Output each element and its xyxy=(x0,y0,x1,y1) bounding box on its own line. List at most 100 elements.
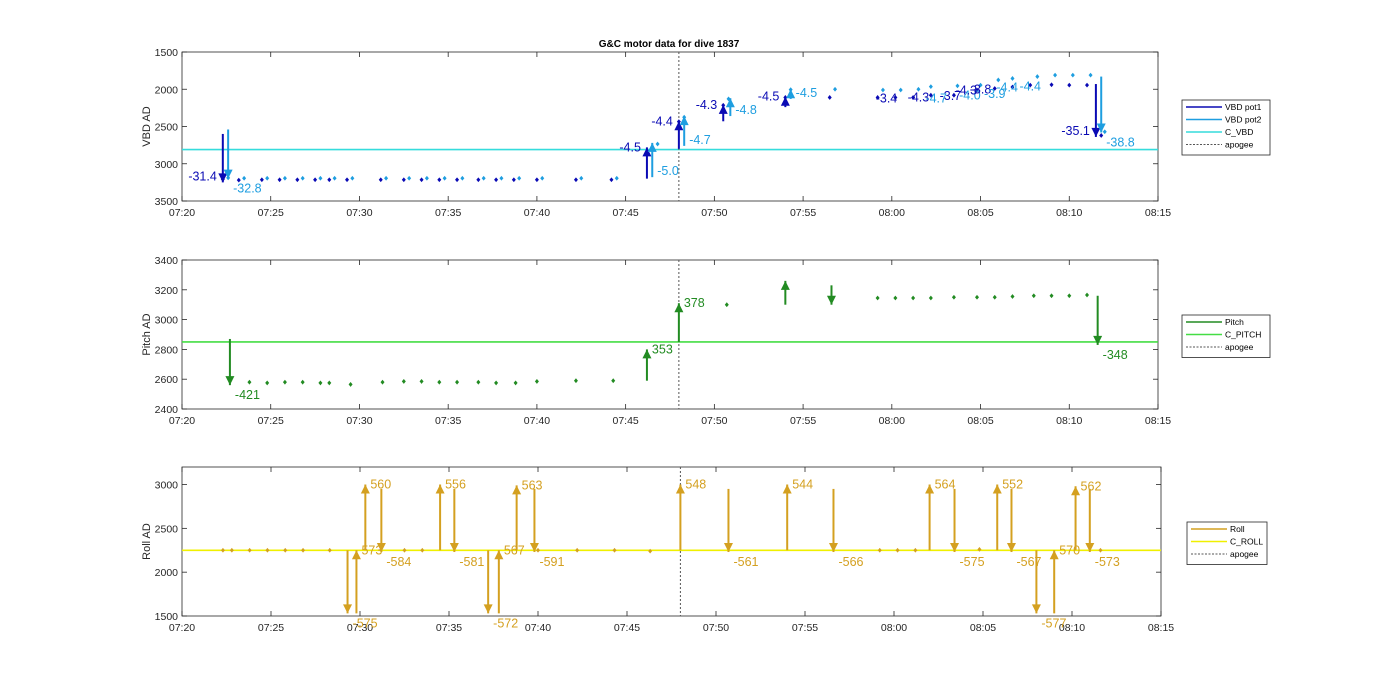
data-point xyxy=(455,379,460,385)
data-point xyxy=(494,177,499,183)
data-point xyxy=(573,177,578,183)
data-point xyxy=(1049,293,1054,299)
data-point xyxy=(875,295,880,301)
data-label: -4.3 xyxy=(908,91,930,105)
legend-entry: C_PITCH xyxy=(1225,330,1261,340)
chart-title: G&C motor data for dive 1837 xyxy=(599,39,740,50)
x-tick-label: 07:30 xyxy=(347,622,373,634)
move-arrow-head xyxy=(674,303,684,313)
data-label: -31.4 xyxy=(188,169,217,183)
data-label: -3.7 xyxy=(940,89,962,103)
data-point xyxy=(895,547,900,553)
data-point xyxy=(481,175,486,181)
plot-area xyxy=(181,259,1159,410)
data-label: 573 xyxy=(361,543,382,557)
x-tick-label: 08:15 xyxy=(1145,207,1171,219)
x-tick-label: 08:10 xyxy=(1056,415,1082,427)
data-label: 560 xyxy=(370,478,391,492)
x-tick-label: 07:50 xyxy=(701,415,727,427)
move-arrow-head xyxy=(786,89,796,99)
data-point xyxy=(827,95,832,100)
y-tick-label: 2500 xyxy=(155,523,179,535)
data-point xyxy=(1067,82,1072,88)
data-point xyxy=(313,177,318,183)
data-point xyxy=(247,547,252,553)
data-point xyxy=(655,141,660,147)
data-point xyxy=(648,548,653,554)
move-arrow-head xyxy=(1031,604,1041,614)
data-point xyxy=(517,175,522,181)
data-label: -584 xyxy=(386,555,411,569)
data-point xyxy=(419,379,424,384)
data-label: 563 xyxy=(522,478,543,492)
data-point xyxy=(877,547,882,553)
data-point xyxy=(875,95,880,100)
move-arrow-head xyxy=(360,484,370,494)
move-arrow-head xyxy=(1049,550,1059,560)
data-point xyxy=(916,86,921,92)
roll-panel: 07:20 07:25 07:30 07:35 07:40 07:45 07:50 07:55… xyxy=(141,466,1268,634)
data-point xyxy=(282,379,287,385)
data-point xyxy=(913,547,918,553)
move-arrow-head xyxy=(1096,123,1106,133)
data-point xyxy=(259,177,264,183)
data-label: 544 xyxy=(792,478,813,492)
data-label: -573 xyxy=(1095,555,1120,569)
move-arrow-head xyxy=(992,484,1002,494)
move-arrow-head xyxy=(642,349,652,359)
x-tick-label: 08:10 xyxy=(1059,622,1085,634)
data-label: -5.0 xyxy=(657,164,679,178)
data-point xyxy=(229,547,234,553)
data-point xyxy=(611,378,616,384)
move-arrow-head xyxy=(1091,127,1101,137)
move-arrow-head xyxy=(512,485,522,495)
x-tick-label: 08:00 xyxy=(879,415,905,427)
data-point xyxy=(928,92,933,98)
data-point xyxy=(384,175,389,181)
data-label: 378 xyxy=(684,296,705,310)
data-label: -4.3 xyxy=(956,83,978,97)
data-point xyxy=(974,294,979,300)
data-point xyxy=(893,95,898,100)
x-tick-label: 07:45 xyxy=(612,415,638,427)
data-label: 570 xyxy=(1059,543,1080,557)
move-arrow-head xyxy=(950,543,960,553)
x-tick-label: 07:25 xyxy=(258,622,284,634)
x-tick-label: 07:25 xyxy=(258,415,284,427)
data-label: 562 xyxy=(1081,479,1102,493)
x-tick-label: 08:00 xyxy=(879,207,905,219)
data-point xyxy=(476,177,481,183)
data-label: 353 xyxy=(652,342,673,356)
move-arrow-head xyxy=(679,116,689,126)
move-arrow-head xyxy=(225,376,235,386)
y-tick-label: 1500 xyxy=(155,611,179,623)
data-point xyxy=(265,547,270,553)
data-label: -348 xyxy=(1103,348,1128,362)
legend-entry: VBD pot2 xyxy=(1225,115,1262,125)
data-point xyxy=(350,175,355,181)
y-tick-label: 2500 xyxy=(155,122,179,134)
data-label: 567 xyxy=(504,543,525,557)
move-arrow-head xyxy=(223,169,233,179)
data-point xyxy=(992,294,997,300)
legend-entry: C_VBD xyxy=(1225,127,1253,137)
move-arrow-head xyxy=(826,295,836,305)
data-label: -421 xyxy=(235,388,260,402)
x-tick-label: 07:40 xyxy=(525,622,551,634)
data-point xyxy=(1099,133,1104,138)
data-point xyxy=(898,87,903,93)
data-point xyxy=(327,177,332,183)
plot-area xyxy=(181,466,1162,617)
data-label: -591 xyxy=(539,555,564,569)
x-tick-label: 08:05 xyxy=(967,415,993,427)
data-point xyxy=(265,380,270,386)
x-tick-label: 07:30 xyxy=(346,207,372,219)
data-label: -4.8 xyxy=(735,103,757,117)
x-tick-label: 08:00 xyxy=(881,622,907,634)
data-point xyxy=(460,175,465,181)
data-point xyxy=(282,175,287,181)
move-arrow-head xyxy=(529,543,539,553)
move-arrow-head xyxy=(351,550,361,560)
